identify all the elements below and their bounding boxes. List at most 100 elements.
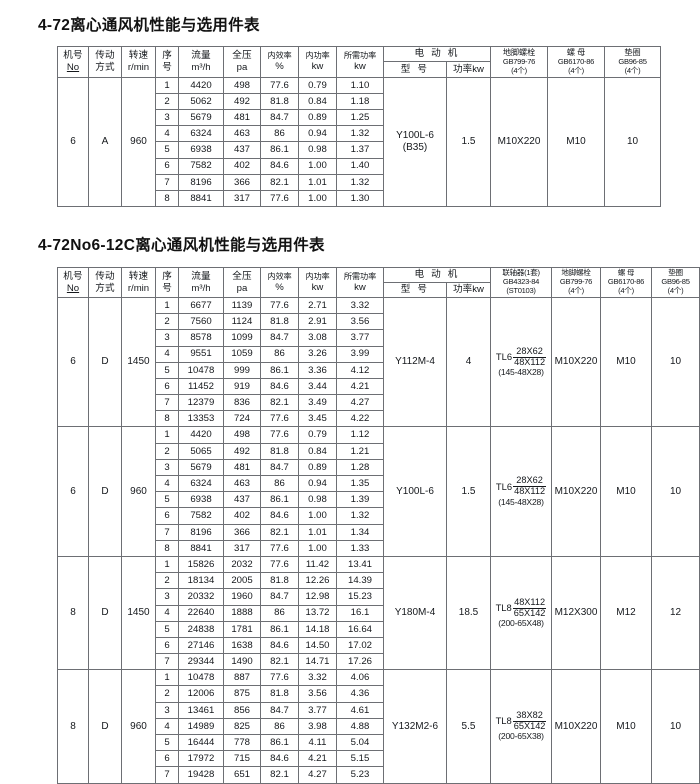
cell-internal-power: 3.44 — [298, 377, 337, 396]
cell-washer: 10 — [651, 669, 700, 784]
cell-internal-power: 1.00 — [298, 507, 337, 525]
cell-machine-no: 6 — [57, 76, 89, 208]
cell-required-power: 4.06 — [336, 669, 384, 687]
cell-internal-efficiency: 82.1 — [260, 523, 299, 541]
cell-total-pressure: 1099 — [223, 329, 261, 347]
table-row: 6 A 960 1 4420 498 77.6 0.79 1.10 Y100L-6 (B35) 1.5… — [57, 76, 661, 208]
cell-internal-power: 3.36 — [298, 361, 337, 379]
cell-internal-efficiency: 82.1 — [260, 173, 299, 191]
cell-washer: 10 — [651, 426, 700, 557]
cell-sequence-no: 5 — [155, 491, 179, 509]
cell-sequence-no: 3 — [155, 701, 179, 719]
cell-required-power: 1.35 — [336, 474, 384, 493]
cell-sequence-no: 8 — [155, 539, 179, 557]
cell-flow: 24838 — [178, 620, 224, 638]
cell-washer: 10 — [651, 296, 700, 428]
cell-sequence-no: 4 — [155, 474, 179, 493]
cell-sequence-no: 7 — [155, 394, 179, 412]
cell-internal-power: 0.79 — [298, 76, 337, 94]
cell-total-pressure: 1059 — [223, 345, 261, 363]
motor-model-line-2: (B35) — [402, 141, 428, 153]
cell-speed: 960 — [121, 669, 156, 784]
table-row: 7 29344 1490 82.1 14.71 17.26 — [58, 653, 700, 671]
cell-required-power: 1.21 — [336, 442, 384, 460]
cell-flow: 27146 — [178, 636, 224, 655]
cell-total-pressure: 778 — [223, 733, 261, 752]
cell-required-power: 13.41 — [336, 555, 384, 574]
th-sequence-no: 序 号 — [155, 267, 179, 298]
cell-total-pressure: 492 — [223, 442, 261, 460]
cell-sequence-no: 5 — [155, 620, 179, 638]
table-row: 5 6938 437 86.1 0.98 1.37 — [58, 141, 661, 159]
cell-total-pressure: 724 — [223, 410, 261, 428]
table-row: 6 D 1450 1 6677 1139 77.6 2.71 3.32 Y112M-4 4 TL6 28… — [57, 296, 700, 428]
coupling-note: (145-48X28) — [498, 496, 544, 507]
cell-internal-power: 0.84 — [298, 442, 337, 460]
coupling-denominator: 48X112 — [514, 486, 546, 497]
th-speed: 转速 r/min — [121, 46, 156, 78]
cell-flow: 13461 — [178, 701, 224, 719]
cell-total-pressure: 366 — [223, 523, 261, 541]
th-required-power: 所需功率 kw — [336, 46, 384, 78]
cell-internal-power: 0.94 — [298, 474, 337, 493]
cell-machine-no: 8 — [57, 555, 89, 671]
cell-internal-power: 4.27 — [298, 766, 337, 784]
cell-anchor-bolt: M10X220 — [551, 296, 601, 428]
th-total-pressure: 全压 pa — [223, 267, 261, 298]
cell-internal-efficiency: 86.1 — [260, 361, 299, 379]
th-internal-efficiency: 内效率 % — [260, 267, 299, 298]
table-row: 7 8196 366 82.1 1.01 1.34 — [58, 523, 700, 541]
cell-sequence-no: 7 — [155, 653, 179, 671]
coupling-type: TL6 — [495, 480, 513, 492]
th-internal-power: 内功率 kw — [298, 267, 337, 298]
cell-speed: 960 — [121, 426, 156, 557]
cell-internal-efficiency: 84.7 — [260, 458, 299, 477]
cell-flow: 20332 — [178, 588, 224, 606]
table-row: 6 7582 402 84.6 1.00 1.40 — [58, 157, 661, 175]
cell-sequence-no: 4 — [155, 345, 179, 363]
cell-machine-no: 6 — [57, 296, 89, 428]
cell-flow: 7582 — [178, 507, 224, 525]
table-row: 4 6324 463 86 0.94 1.32 — [58, 125, 661, 143]
cell-internal-efficiency: 86.1 — [260, 491, 299, 509]
cell-total-pressure: 492 — [223, 92, 261, 110]
table-row: 7 12379 836 82.1 3.49 4.27 — [58, 394, 700, 412]
cell-internal-efficiency: 86.1 — [260, 141, 299, 159]
cell-required-power: 1.25 — [336, 108, 384, 127]
cell-total-pressure: 463 — [223, 125, 261, 143]
cell-total-pressure: 481 — [223, 458, 261, 477]
cell-speed: 1450 — [121, 555, 156, 671]
cell-required-power: 4.27 — [336, 394, 384, 412]
cell-required-power: 3.32 — [336, 296, 384, 315]
cell-total-pressure: 498 — [223, 426, 261, 444]
cell-motor-model: Y132M2-6 — [383, 669, 447, 784]
coupling-numerator: 38X82 — [512, 710, 547, 722]
cell-required-power: 1.12 — [336, 426, 384, 444]
cell-machine-no: 8 — [57, 669, 89, 784]
cell-flow: 5679 — [178, 108, 224, 127]
cell-drive-type: D — [88, 426, 122, 557]
cell-sequence-no: 6 — [155, 157, 179, 175]
table-row: 8 D 960 1 10478 887 77.6 3.32 4.06 Y132M2-6 5.5 TL8… — [57, 669, 700, 784]
cell-internal-power: 3.26 — [298, 345, 337, 363]
cell-flow: 12379 — [178, 394, 224, 412]
cell-sequence-no: 2 — [155, 313, 179, 331]
cell-flow: 5062 — [178, 92, 224, 110]
cell-sequence-no: 6 — [155, 636, 179, 655]
th-anchor-bolt: 地脚螺栓 GB799-76 (4个) — [551, 267, 601, 298]
cell-sequence-no: 6 — [155, 507, 179, 525]
cell-sequence-no: 7 — [155, 766, 179, 784]
cell-required-power: 3.56 — [336, 313, 384, 331]
page-title-table2: 4-72No6-12C离心通风机性能与选用件表 — [38, 237, 325, 255]
cell-internal-efficiency: 77.6 — [260, 76, 299, 94]
cell-total-pressure: 875 — [223, 685, 261, 703]
table-row: 5 24838 1781 86.1 14.18 16.64 — [58, 620, 700, 638]
th-flow: 流量 m³/h — [178, 267, 224, 298]
table-row: 6 D 960 1 4420 498 77.6 0.79 1.12 Y100L-6 1.5 TL6 28… — [57, 426, 700, 557]
cell-speed: 1450 — [121, 296, 156, 428]
cell-internal-efficiency: 84.6 — [260, 636, 299, 655]
table-row: 5 16444 778 86.1 4.11 5.04 — [58, 733, 700, 752]
cell-required-power: 4.21 — [336, 377, 384, 396]
cell-total-pressure: 919 — [223, 377, 261, 396]
cell-internal-efficiency: 84.6 — [260, 157, 299, 175]
